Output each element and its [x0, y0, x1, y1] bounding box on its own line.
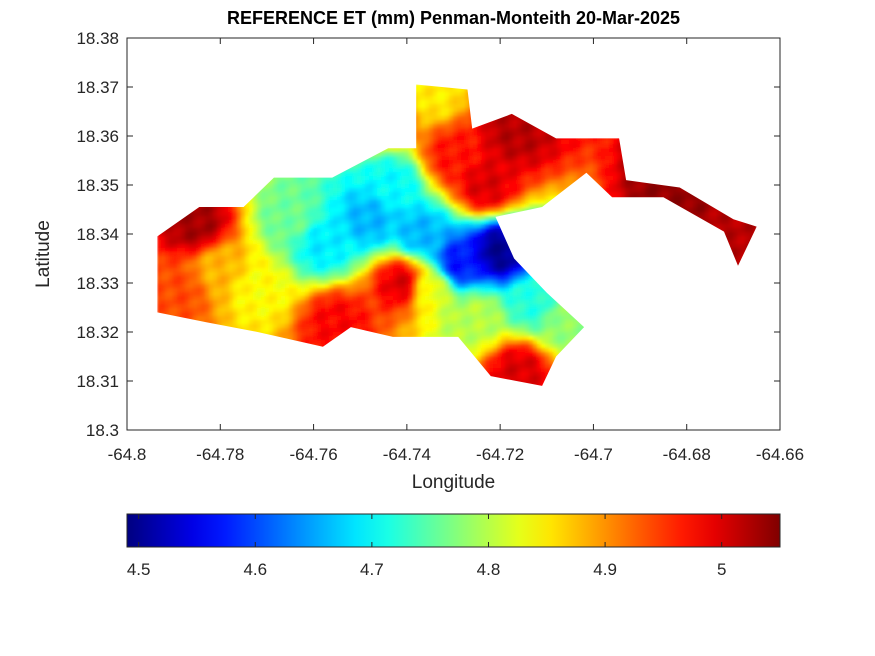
- colorbar-tick-label: 5: [717, 560, 726, 579]
- y-tick-label: 18.34: [76, 225, 119, 244]
- x-axis-label: Longitude: [411, 472, 496, 493]
- y-tick-label: 18.31: [76, 372, 119, 391]
- x-tick-label: -64.74: [383, 445, 431, 464]
- y-tick-label: 18.3: [86, 421, 119, 440]
- colorbar-gradient: [126, 513, 781, 548]
- colorbar-tick-label: 4.8: [477, 560, 501, 579]
- x-tick-label: -64.7: [574, 445, 613, 464]
- x-axis-ticks: -64.8 -64.78 -64.76 -64.74 -64.72 -64.7 -64.68…: [108, 38, 804, 464]
- x-tick-label: -64.72: [476, 445, 524, 464]
- y-tick-label: 18.33: [76, 274, 119, 293]
- y-axis-label: Latitude: [33, 220, 54, 288]
- chart-title: REFERENCE ET (mm) Penman-Monteith 20-Mar…: [226, 8, 681, 28]
- colorbar-tick-label: 4.9: [593, 560, 617, 579]
- colorbar-tick-label: 4.5: [127, 560, 151, 579]
- x-tick-label: -64.76: [289, 445, 337, 464]
- y-tick-label: 18.35: [76, 176, 119, 195]
- colorbar-tick-label: 4.6: [243, 560, 267, 579]
- colorbar: 4.5 4.6 4.7 4.8 4.9 5: [126, 513, 781, 579]
- x-tick-label: -64.68: [663, 445, 711, 464]
- y-tick-label: 18.38: [76, 29, 119, 48]
- x-tick-label: -64.66: [756, 445, 804, 464]
- y-axis-ticks: 18.3 18.31 18.32 18.33 18.34 18.35 18.36 18.37 1…: [76, 29, 780, 440]
- x-tick-label: -64.8: [108, 445, 147, 464]
- colorbar-tick-label: 4.7: [360, 560, 384, 579]
- x-tick-label: -64.78: [196, 445, 244, 464]
- y-tick-label: 18.32: [76, 323, 119, 342]
- y-tick-label: 18.37: [76, 78, 119, 97]
- y-tick-label: 18.36: [76, 127, 119, 146]
